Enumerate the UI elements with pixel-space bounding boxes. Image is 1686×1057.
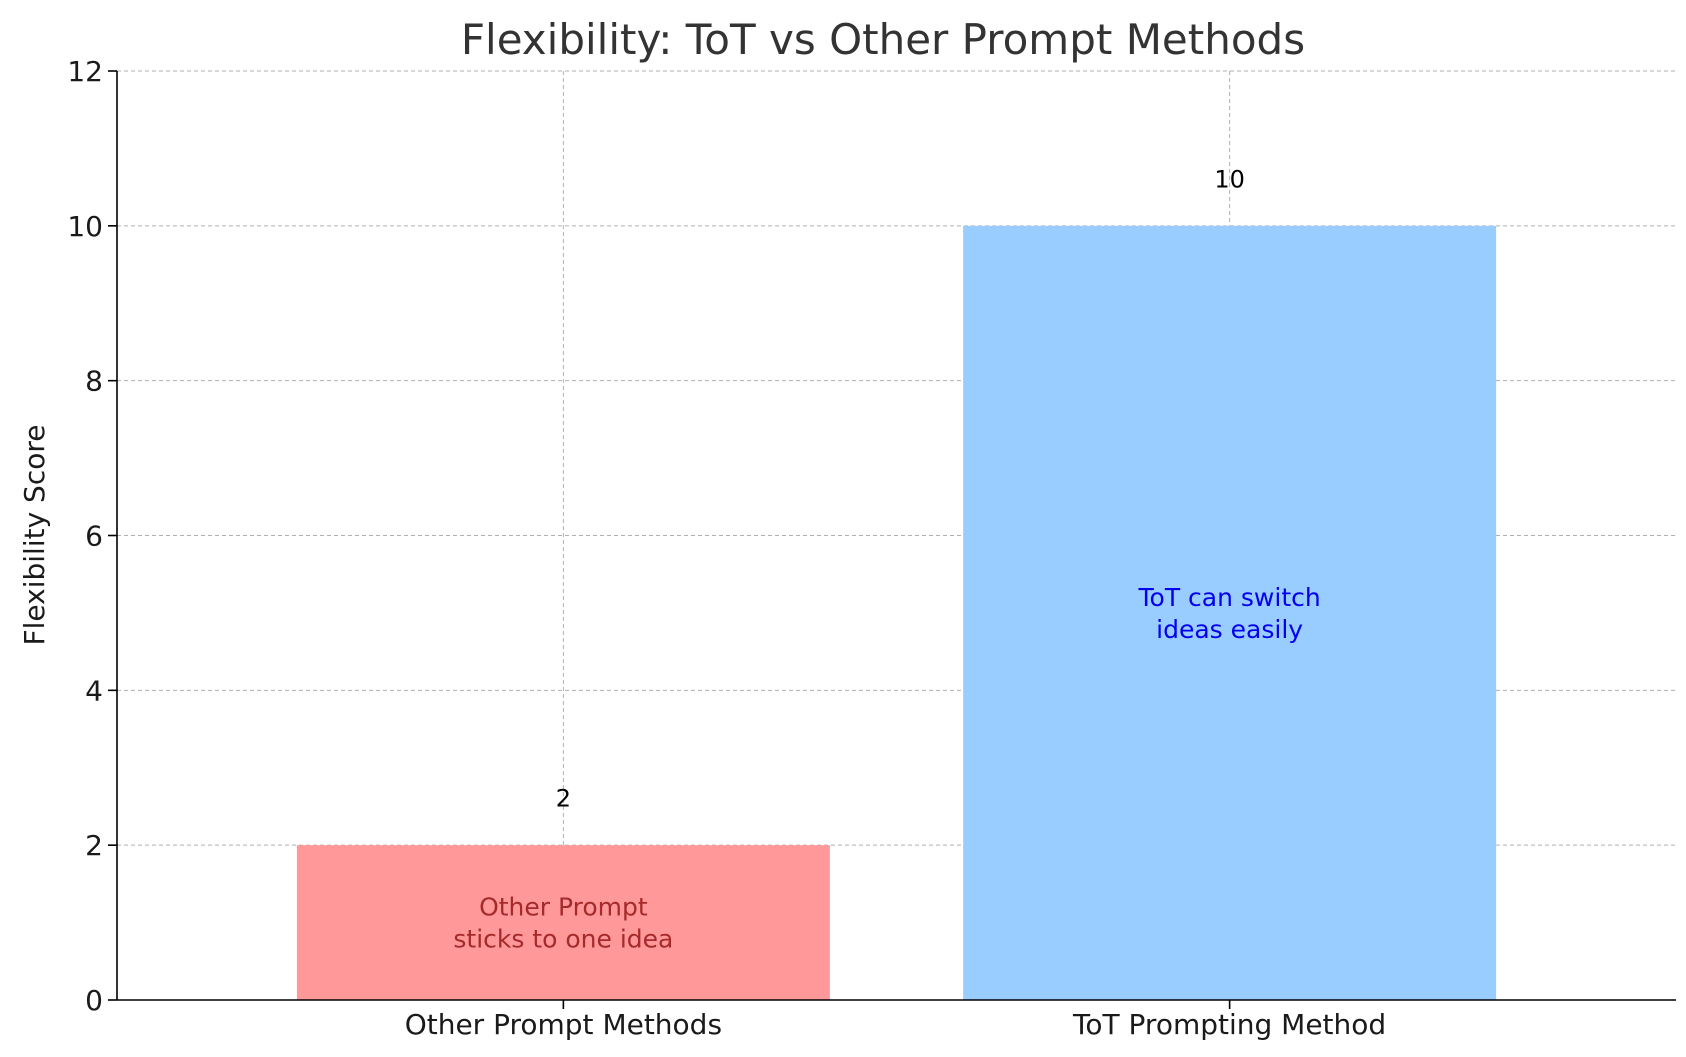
- x-tick-label: ToT Prompting Method: [1072, 1008, 1386, 1041]
- bar-annotation-line: ideas easily: [1156, 615, 1303, 644]
- bar: [963, 225, 1497, 1001]
- bar-annotation-line: ToT can switch: [1138, 583, 1321, 612]
- bar-value-label: 2: [556, 785, 571, 813]
- y-axis-label: Flexibility Score: [18, 425, 51, 646]
- bars: [296, 225, 1497, 1001]
- y-tick-label: 4: [85, 674, 103, 707]
- labels: 2 10 Other Prompt sticks to one idea ToT can…: [453, 165, 1320, 953]
- chart-title: Flexibility: ToT vs Other Prompt Methods: [461, 15, 1305, 64]
- y-tick-label: 6: [85, 520, 103, 553]
- bar-annotation-line: Other Prompt: [479, 893, 648, 922]
- y-tick-label: 2: [85, 829, 103, 862]
- bar: [296, 845, 830, 1000]
- y-tick-label: 8: [85, 365, 103, 398]
- ticks: 0 2 4 6 8 10 12 Other Prompt Methods ToT Prompti…: [67, 55, 1386, 1041]
- bar-annotation-line: sticks to one idea: [453, 925, 673, 954]
- bar-value-label: 10: [1214, 165, 1245, 193]
- y-tick-label: 10: [67, 210, 103, 243]
- y-tick-label: 0: [85, 984, 103, 1017]
- x-tick-label: Other Prompt Methods: [405, 1008, 722, 1041]
- y-tick-label: 12: [67, 55, 103, 88]
